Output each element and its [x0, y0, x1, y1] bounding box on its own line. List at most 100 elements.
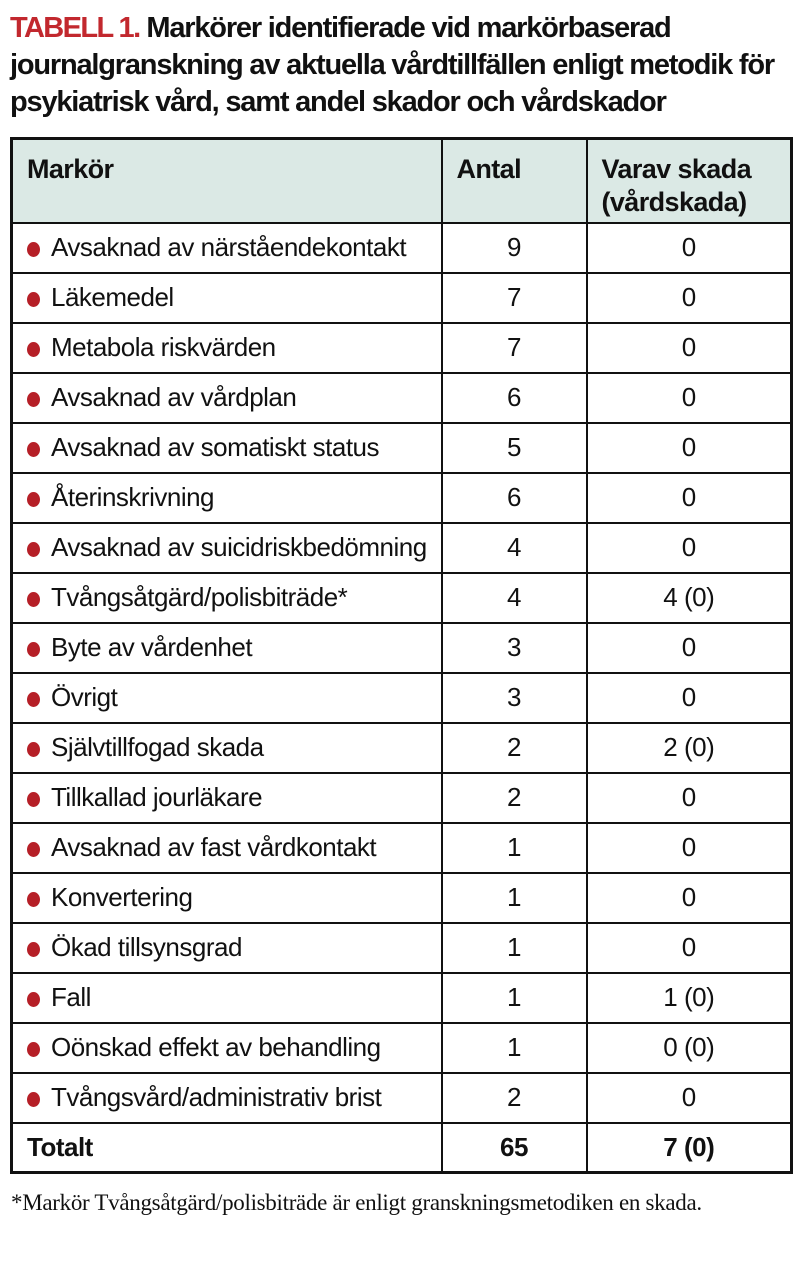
table-row: Byte av vårdenhet 3 0 [10, 621, 793, 674]
antal-cell: 3 [440, 621, 588, 674]
skada-cell: 0 [585, 371, 793, 424]
table-row: Avsaknad av suicidriskbedömning 4 0 [10, 521, 793, 574]
marker-label: Självtillfogad skada [51, 732, 264, 762]
table-row: Avsaknad av somatiskt status 5 0 [10, 421, 793, 474]
table-row: Övrigt 3 0 [10, 671, 793, 724]
marker-label: Övrigt [51, 682, 118, 712]
antal-cell: 1 [440, 921, 588, 974]
marker-cell: Tillkallad jourläkare [10, 771, 443, 824]
marker-cell: Fall [10, 971, 443, 1024]
table-row: Avsaknad av fast vårdkontakt 1 0 [10, 821, 793, 874]
table-row: Oönskad effekt av behandling 1 0 (0) [10, 1021, 793, 1074]
marker-label: Konvertering [51, 882, 193, 912]
marker-cell: Ökad tillsynsgrad [10, 921, 443, 974]
table-body: Avsaknad av närståendekontakt 9 0 Läkeme… [10, 221, 793, 1124]
antal-cell: 5 [440, 421, 588, 474]
skada-cell: 2 (0) [585, 721, 793, 774]
skada-cell: 0 [585, 471, 793, 524]
skada-cell: 0 (0) [585, 1021, 793, 1074]
bullet-icon [27, 692, 40, 707]
marker-label: Fall [51, 982, 91, 1012]
antal-cell: 2 [440, 1071, 588, 1124]
header-row: Markör Antal Varav skada (vårdskada) [10, 137, 793, 224]
table-row: Återinskrivning 6 0 [10, 471, 793, 524]
marker-cell: Avsaknad av somatiskt status [10, 421, 443, 474]
skada-cell: 0 [585, 421, 793, 474]
table-row: Läkemedel 7 0 [10, 271, 793, 324]
skada-cell: 0 [585, 221, 793, 274]
footnote: *Markör Tvångsåtgärd/polisbiträde är enl… [11, 1190, 702, 1215]
antal-cell: 7 [440, 321, 588, 374]
table-row: Tvångsvård/administrativ brist 2 0 [10, 1071, 793, 1124]
marker-cell: Återinskrivning [10, 471, 443, 524]
marker-cell: Avsaknad av vårdplan [10, 371, 443, 424]
marker-label: Avsaknad av suicidriskbedömning [51, 532, 427, 562]
table-row: Tillkallad jourläkare 2 0 [10, 771, 793, 824]
column-header-antal: Antal [440, 137, 588, 224]
total-label: Totalt [10, 1121, 443, 1174]
marker-table: Markör Antal Varav skada (vårdskada) Avs… [10, 137, 793, 1174]
table-title-text: Markörer identifierade vid markörbaserad… [10, 12, 775, 118]
bullet-icon [27, 342, 40, 357]
marker-label: Avsaknad av närståendekontakt [51, 232, 407, 262]
table-header: Markör Antal Varav skada (vårdskada) [10, 137, 793, 224]
table-row: Metabola riskvärden 7 0 [10, 321, 793, 374]
total-antal-value: 65 [440, 1121, 588, 1174]
marker-label: Tvångsvård/administrativ brist [51, 1082, 382, 1112]
table-title: TABELL 1. Markörer identifierade vid mar… [10, 10, 790, 121]
marker-label: Avsaknad av vårdplan [51, 382, 297, 412]
bullet-icon [27, 1092, 40, 1107]
skada-cell: 1 (0) [585, 971, 793, 1024]
antal-cell: 4 [440, 571, 588, 624]
marker-cell: Konvertering [10, 871, 443, 924]
skada-cell: 0 [585, 921, 793, 974]
skada-cell: 0 [585, 321, 793, 374]
bullet-icon [27, 592, 40, 607]
marker-label: Ökad tillsynsgrad [51, 932, 242, 962]
bullet-icon [27, 442, 40, 457]
bullet-icon [27, 942, 40, 957]
table-row: Tvångsåtgärd/polisbiträde* 4 4 (0) [10, 571, 793, 624]
bullet-icon [27, 492, 40, 507]
skada-cell: 0 [585, 771, 793, 824]
skada-cell: 0 [585, 1071, 793, 1124]
marker-cell: Oönskad effekt av behandling [10, 1021, 443, 1074]
table-row: Konvertering 1 0 [10, 871, 793, 924]
table-row: Avsaknad av närståendekontakt 9 0 [10, 221, 793, 274]
skada-cell: 4 (0) [585, 571, 793, 624]
antal-cell: 2 [440, 771, 588, 824]
antal-cell: 4 [440, 521, 588, 574]
marker-cell: Avsaknad av suicidriskbedömning [10, 521, 443, 574]
marker-cell: Metabola riskvärden [10, 321, 443, 374]
marker-cell: Läkemedel [10, 271, 443, 324]
total-row: Totalt 65 7 (0) [10, 1121, 793, 1174]
page: TABELL 1. Markörer identifierade vid mar… [10, 10, 793, 1215]
marker-label: Byte av vårdenhet [51, 632, 253, 662]
table-row: Fall 1 1 (0) [10, 971, 793, 1024]
bullet-icon [27, 542, 40, 557]
skada-cell: 0 [585, 821, 793, 874]
bullet-icon [27, 242, 40, 257]
antal-cell: 1 [440, 821, 588, 874]
marker-cell: Avsaknad av närståendekontakt [10, 221, 443, 274]
table-footer: Totalt 65 7 (0) [10, 1121, 793, 1174]
bullet-icon [27, 642, 40, 657]
bullet-icon [27, 392, 40, 407]
antal-cell: 1 [440, 971, 588, 1024]
marker-label: Tillkallad jourläkare [51, 782, 263, 812]
antal-cell: 6 [440, 471, 588, 524]
bullet-icon [27, 1042, 40, 1057]
column-header-markor: Markör [10, 137, 443, 224]
antal-cell: 7 [440, 271, 588, 324]
marker-cell: Självtillfogad skada [10, 721, 443, 774]
antal-cell: 9 [440, 221, 588, 274]
skada-cell: 0 [585, 871, 793, 924]
marker-label: Avsaknad av fast vårdkontakt [51, 832, 377, 862]
bullet-icon [27, 842, 40, 857]
skada-cell: 0 [585, 271, 793, 324]
total-skada-value: 7 (0) [585, 1121, 793, 1174]
marker-label: Metabola riskvärden [51, 332, 276, 362]
antal-cell: 3 [440, 671, 588, 724]
table-row: Avsaknad av vårdplan 6 0 [10, 371, 793, 424]
bullet-icon [27, 992, 40, 1007]
